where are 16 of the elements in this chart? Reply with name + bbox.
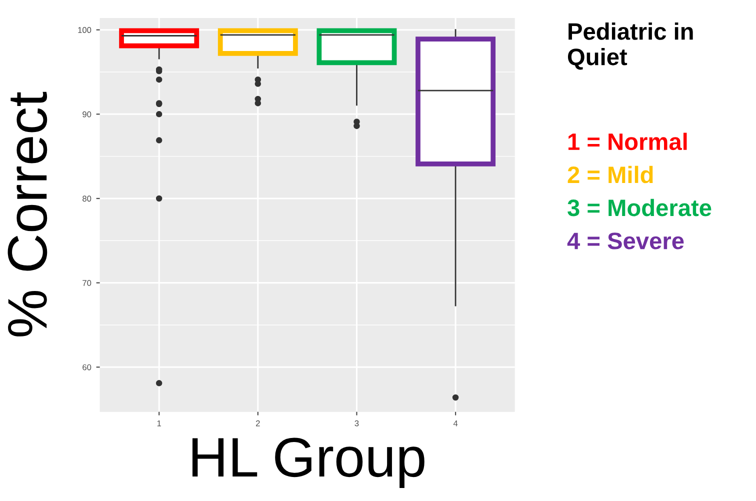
x-axis-title: HL Group: [192, 438, 424, 488]
text: 4 = Severe: [567, 232, 684, 250]
text: 3 = Moderate: [568, 198, 712, 216]
y-tick-label: 80: [82, 196, 92, 202]
text: 2 = Mild: [568, 166, 653, 184]
text: Pediatric in Quiet: [568, 22, 693, 70]
y-tick-label: 70: [82, 280, 92, 286]
x-tick-label: 1: [157, 420, 161, 426]
x-tick-label: 2: [256, 420, 260, 426]
y-tick-label: 100: [78, 27, 92, 33]
y-tick-label: 90: [82, 111, 92, 118]
text: 1 = Normal: [568, 132, 687, 150]
x-tick-label: 3: [354, 420, 359, 426]
x-tick-label: 4: [453, 420, 458, 426]
y-axis-title: % Correct: [8, 92, 48, 336]
y-tick-label: 60: [82, 364, 92, 370]
